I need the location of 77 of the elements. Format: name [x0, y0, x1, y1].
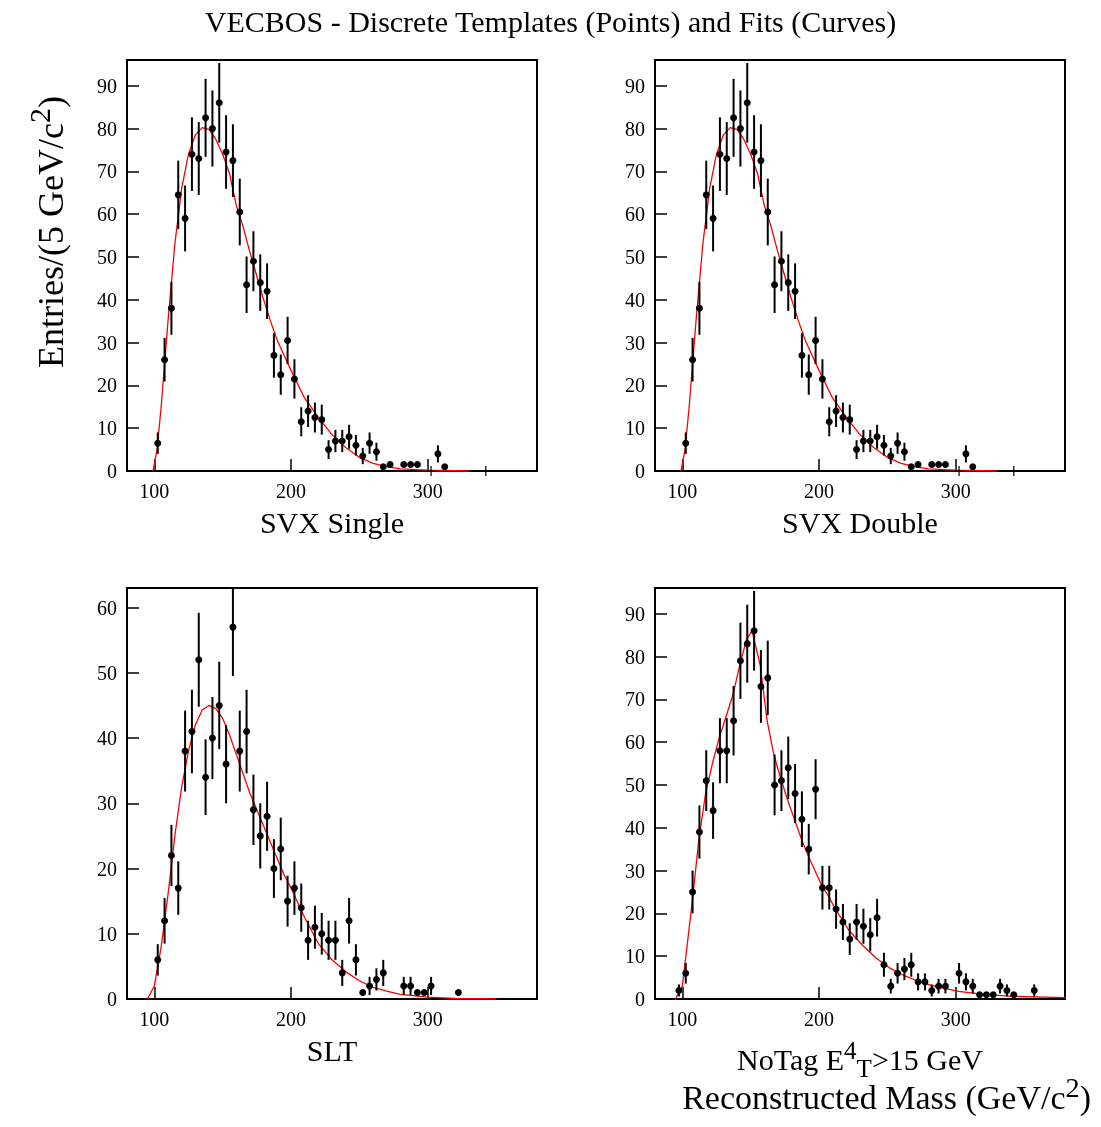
x-axis-title: SVX Single [258, 505, 406, 541]
y-tick-label: 60 [97, 203, 117, 226]
y-tick-label: 40 [97, 288, 117, 311]
y-tick-label: 60 [625, 731, 645, 754]
point [441, 463, 449, 471]
point [907, 463, 915, 471]
point [400, 461, 408, 469]
y-tick-label: 0 [635, 988, 645, 1010]
point [935, 461, 943, 469]
chart-title: VECBOS - Discrete Templates (Points) and Fits (Curves) [203, 4, 898, 40]
x-tick-label: 300 [940, 1008, 971, 1030]
point [413, 461, 421, 469]
point [976, 991, 984, 999]
point [941, 461, 949, 469]
y-tick-label: 30 [97, 331, 117, 354]
point [420, 988, 428, 996]
point [359, 988, 367, 996]
y-tick-label: 50 [97, 661, 117, 684]
x-tick-label: 100 [139, 1008, 170, 1030]
y-tick-label: 50 [97, 245, 117, 268]
x-tick-label: 200 [804, 480, 834, 502]
y-tick-label: 10 [97, 922, 117, 945]
y-tick-label: 90 [625, 602, 645, 625]
y-tick-label: 0 [107, 988, 117, 1010]
y-tick-label: 70 [625, 160, 645, 183]
point [379, 463, 387, 471]
x-tick-label: 300 [412, 480, 443, 502]
y-tick-label: 40 [97, 727, 117, 750]
point [982, 991, 990, 999]
point [413, 988, 421, 996]
line-series [146, 704, 497, 1000]
x-tick-label: 200 [804, 1008, 834, 1030]
point [407, 461, 415, 469]
y-tick-label: 20 [97, 374, 117, 397]
y-tick-label: 90 [625, 74, 645, 97]
y-tick-label: 70 [97, 160, 117, 183]
x-tick-label: 300 [412, 1008, 443, 1030]
y-tick-label: 30 [625, 859, 645, 882]
y-tick-label: 80 [97, 117, 117, 140]
point [386, 461, 394, 469]
x-tick-label: 200 [276, 480, 306, 502]
y-tick-label: 90 [97, 74, 117, 97]
point [969, 463, 977, 471]
y-tick-label: 70 [625, 688, 645, 711]
y-tick-label: 40 [625, 288, 645, 311]
point [928, 461, 936, 469]
y-tick-label: 20 [97, 857, 117, 880]
x-tick-label: 100 [139, 480, 170, 502]
y-tick-label: 60 [625, 203, 645, 226]
x-axis-title: SVX Double [781, 505, 939, 541]
x-axis-title: NoTag E$^{4}$$_{T}$>15 GeV [737, 1037, 983, 1082]
y-tick-label: 10 [97, 417, 117, 440]
point [454, 988, 462, 996]
x-tick-label: 100 [667, 1008, 698, 1030]
y-tick-label: 50 [625, 773, 645, 796]
x-tick-label: 300 [940, 480, 971, 502]
point [914, 461, 922, 469]
point [426, 466, 437, 476]
y-tick-label: 30 [97, 792, 117, 815]
y-tick-label: 20 [625, 902, 645, 925]
x-axis-title: SLT [305, 1033, 359, 1069]
y-tick-label: 40 [625, 816, 645, 839]
y-tick-label: 10 [625, 417, 645, 440]
point [989, 991, 997, 999]
y-tick-label: 80 [625, 645, 645, 668]
y-tick-label: 80 [625, 117, 645, 140]
x-tick-label: 200 [276, 1008, 306, 1030]
point [954, 466, 965, 476]
y-tick-label: 10 [625, 945, 645, 968]
y-tick-label: 30 [625, 331, 645, 354]
y-tick-label: 60 [97, 596, 117, 619]
point [1010, 991, 1018, 999]
y-tick-label: 50 [625, 245, 645, 268]
y-tick-label: 0 [107, 460, 117, 482]
y-tick-label: 0 [635, 460, 645, 482]
y-tick-label: 20 [625, 374, 645, 397]
x-tick-label: 100 [667, 480, 698, 502]
